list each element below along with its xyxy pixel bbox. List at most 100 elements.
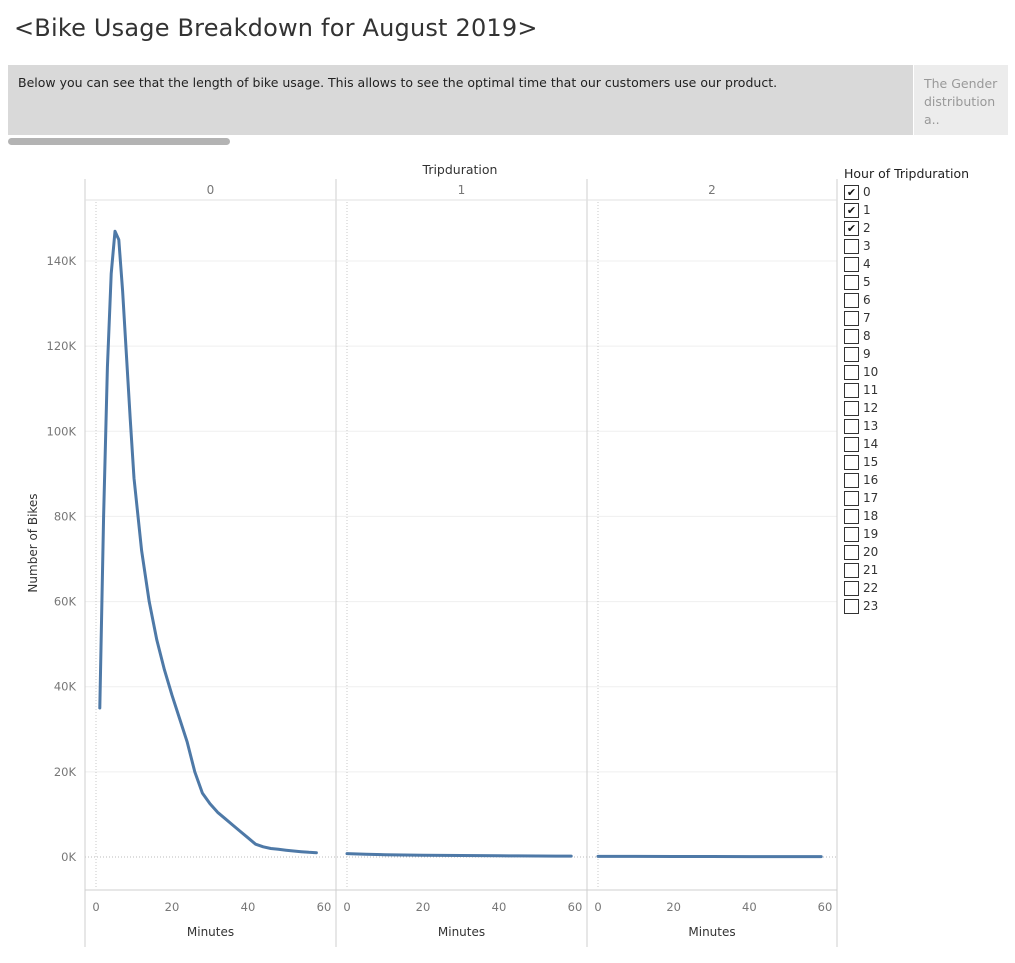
hour-filter-legend: Hour of Tripduration ✔ 0 ✔ 1 ✔ 2 3 4 5 6 7 8 9 10 11 12…: [844, 166, 1014, 615]
panel-header-0: 0: [207, 183, 215, 197]
checkbox-icon[interactable]: [844, 526, 859, 542]
legend-item-label: 10: [863, 365, 879, 379]
dashboard-title: <Bike Usage Breakdown for August 2019>: [14, 14, 538, 42]
legend-item-2[interactable]: ✔ 2: [844, 219, 1014, 237]
legend-item-label: 13: [863, 419, 879, 433]
checkbox-icon[interactable]: [844, 436, 859, 452]
checkbox-icon[interactable]: [844, 274, 859, 290]
legend-items: ✔ 0 ✔ 1 ✔ 2 3 4 5 6 7 8 9 10 11 12 13 14 15 16 17 18 19 20 21 22 2…: [844, 183, 1014, 615]
legend-item-11[interactable]: 11: [844, 381, 1014, 399]
legend-item-15[interactable]: 15: [844, 453, 1014, 471]
legend-item-label: 18: [863, 509, 879, 523]
checkbox-icon[interactable]: [844, 238, 859, 254]
series-line-0: [98, 229, 318, 855]
legend-item-1[interactable]: ✔ 1: [844, 201, 1014, 219]
legend-item-label: 6: [863, 293, 871, 307]
x-axis-label: Minutes: [187, 925, 234, 939]
checkbox-icon[interactable]: [844, 454, 859, 470]
checked-checkbox-icon[interactable]: ✔: [844, 184, 859, 200]
legend-item-19[interactable]: 19: [844, 525, 1014, 543]
checkbox-icon[interactable]: [844, 328, 859, 344]
legend-item-8[interactable]: 8: [844, 327, 1014, 345]
legend-item-label: 14: [863, 437, 879, 451]
y-tick-label: 40K: [54, 680, 77, 694]
checkbox-icon[interactable]: [844, 346, 859, 362]
legend-item-22[interactable]: 22: [844, 579, 1014, 597]
caption-text: Below you can see that the length of bik…: [8, 65, 913, 135]
checkbox-icon[interactable]: [844, 472, 859, 488]
checkbox-icon[interactable]: [844, 292, 859, 308]
legend-item-label: 15: [863, 455, 879, 469]
x-axis-label: Minutes: [688, 925, 735, 939]
x-tick-label: 0: [343, 900, 350, 914]
checkbox-icon[interactable]: [844, 256, 859, 272]
y-tick-label: 80K: [54, 509, 77, 523]
y-tick-label: 0K: [61, 850, 76, 864]
checkbox-icon[interactable]: [844, 580, 859, 596]
x-tick-label: 60: [568, 900, 583, 914]
legend-item-4[interactable]: 4: [844, 255, 1014, 273]
legend-title: Hour of Tripduration: [844, 166, 970, 181]
panel-header-2: 2: [708, 183, 716, 197]
legend-item-3[interactable]: 3: [844, 237, 1014, 255]
legend-item-5[interactable]: 5: [844, 273, 1014, 291]
checkbox-icon[interactable]: [844, 310, 859, 326]
legend-item-21[interactable]: 21: [844, 561, 1014, 579]
legend-item-label: 3: [863, 239, 871, 253]
x-tick-label: 20: [165, 900, 180, 914]
x-tick-label: 60: [818, 900, 833, 914]
legend-item-label: 5: [863, 275, 871, 289]
legend-item-label: 21: [863, 563, 879, 577]
legend-item-23[interactable]: 23: [844, 597, 1014, 615]
checkbox-icon[interactable]: [844, 400, 859, 416]
legend-item-18[interactable]: 18: [844, 507, 1014, 525]
horizontal-scrollbar[interactable]: [8, 138, 230, 145]
legend-item-label: 22: [863, 581, 879, 595]
x-tick-label: 60: [317, 900, 332, 914]
y-tick-label: 60K: [54, 595, 77, 609]
next-caption-line-1: The Gender: [924, 76, 998, 91]
x-axis-label: Minutes: [438, 925, 485, 939]
column-header: Tripduration: [422, 162, 498, 177]
checkbox-icon[interactable]: [844, 562, 859, 578]
y-tick-label: 120K: [47, 339, 77, 353]
checkbox-icon[interactable]: [844, 508, 859, 524]
checked-checkbox-icon[interactable]: ✔: [844, 220, 859, 236]
legend-item-label: 19: [863, 527, 879, 541]
checked-checkbox-icon[interactable]: ✔: [844, 202, 859, 218]
legend-item-0[interactable]: ✔ 0: [844, 183, 1014, 201]
x-tick-label: 40: [492, 900, 507, 914]
next-caption-tab[interactable]: The Gender distribution a..: [914, 65, 1008, 135]
checkbox-icon[interactable]: [844, 598, 859, 614]
legend-item-label: 2: [863, 221, 871, 235]
legend-item-13[interactable]: 13: [844, 417, 1014, 435]
legend-item-label: 1: [863, 203, 871, 217]
x-tick-label: 20: [416, 900, 431, 914]
legend-item-14[interactable]: 14: [844, 435, 1014, 453]
legend-item-12[interactable]: 12: [844, 399, 1014, 417]
x-tick-label: 0: [594, 900, 601, 914]
checkbox-icon[interactable]: [844, 418, 859, 434]
legend-item-9[interactable]: 9: [844, 345, 1014, 363]
tripduration-line-chart: Tripduration Number of Bikes 0K 20K 40K 60K 80…: [26, 162, 838, 947]
series-line-1: [345, 852, 573, 858]
checkbox-icon[interactable]: [844, 490, 859, 506]
legend-item-6[interactable]: 6: [844, 291, 1014, 309]
x-tick-label: 20: [666, 900, 681, 914]
checkbox-icon[interactable]: [844, 544, 859, 560]
y-axis-label: Number of Bikes: [26, 493, 40, 592]
legend-item-17[interactable]: 17: [844, 489, 1014, 507]
legend-item-20[interactable]: 20: [844, 543, 1014, 561]
legend-item-label: 8: [863, 329, 871, 343]
next-caption-line-2: distribution a..: [924, 94, 996, 127]
legend-item-label: 4: [863, 257, 871, 271]
y-tick-label: 140K: [47, 254, 77, 268]
legend-item-label: 12: [863, 401, 879, 415]
legend-item-16[interactable]: 16: [844, 471, 1014, 489]
legend-item-10[interactable]: 10: [844, 363, 1014, 381]
x-tick-label: 0: [92, 900, 99, 914]
legend-item-7[interactable]: 7: [844, 309, 1014, 327]
checkbox-icon[interactable]: [844, 382, 859, 398]
checkbox-icon[interactable]: [844, 364, 859, 380]
legend-item-label: 20: [863, 545, 879, 559]
